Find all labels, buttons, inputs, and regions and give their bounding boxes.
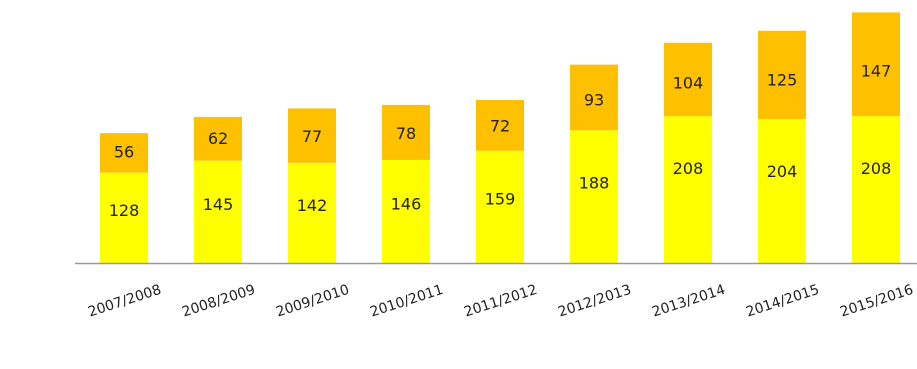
value-label-upper-3: 78: [396, 124, 416, 143]
x-tick-label-1: 2008/2009: [180, 282, 257, 321]
x-tick-labels-layer: 2007/2008 2008/2009 2009/2010 2010/2011 2011…: [86, 282, 915, 321]
value-label-lower-6: 208: [673, 159, 704, 178]
x-tick-label-8: 2015/2016: [838, 282, 915, 321]
value-label-upper-2: 77: [302, 127, 322, 146]
x-tick-label-4: 2011/2012: [462, 282, 539, 321]
value-label-lower-0: 128: [109, 201, 140, 220]
bar-segment-upper-7: [758, 30, 806, 120]
value-label-lower-2: 142: [297, 196, 328, 215]
x-tick-label-0: 2007/2008: [86, 282, 163, 321]
bar-segment-upper-8: [852, 12, 900, 117]
bar-segment-upper-3: [382, 104, 430, 160]
value-label-lower-1: 145: [203, 195, 234, 214]
bar-segment-upper-5: [570, 64, 618, 131]
value-label-upper-1: 62: [208, 129, 228, 148]
bar-segment-upper-6: [664, 42, 712, 117]
x-tick-label-7: 2014/2015: [744, 282, 821, 321]
value-labels-layer: 128 56 145 62 142 77 146 78 159 72 188 93 208 104 204 1…: [109, 62, 892, 220]
x-tick-label-6: 2013/2014: [650, 282, 727, 321]
bar-segment-lower-8: [852, 116, 900, 263]
bars-layer: [100, 12, 900, 263]
value-label-upper-5: 93: [584, 90, 604, 109]
value-label-upper-6: 104: [673, 73, 704, 92]
value-label-lower-8: 208: [861, 159, 892, 178]
bar-segment-lower-1: [194, 160, 242, 263]
x-tick-label-3: 2010/2011: [368, 282, 445, 321]
value-label-lower-5: 188: [579, 173, 610, 192]
bar-segment-lower-5: [570, 130, 618, 263]
value-label-lower-7: 204: [767, 162, 798, 181]
bar-segment-lower-2: [288, 162, 336, 263]
value-label-lower-3: 146: [391, 194, 422, 213]
bar-segment-upper-1: [194, 116, 242, 161]
x-tick-label-2: 2009/2010: [274, 282, 351, 321]
bar-segment-lower-0: [100, 172, 148, 263]
value-label-upper-7: 125: [767, 70, 798, 89]
bar-segment-upper-4: [476, 99, 524, 151]
bar-segment-lower-6: [664, 116, 712, 263]
bar-segment-lower-3: [382, 159, 430, 263]
value-label-upper-4: 72: [490, 116, 510, 135]
value-label-upper-8: 147: [861, 62, 892, 81]
value-label-upper-0: 56: [114, 143, 134, 162]
x-tick-label-5: 2012/2013: [556, 282, 633, 321]
value-label-lower-4: 159: [485, 190, 516, 209]
bar-segment-lower-7: [758, 119, 806, 263]
bar-segment-lower-4: [476, 150, 524, 263]
bar-segment-upper-2: [288, 108, 336, 163]
bar-segment-upper-0: [100, 133, 148, 173]
